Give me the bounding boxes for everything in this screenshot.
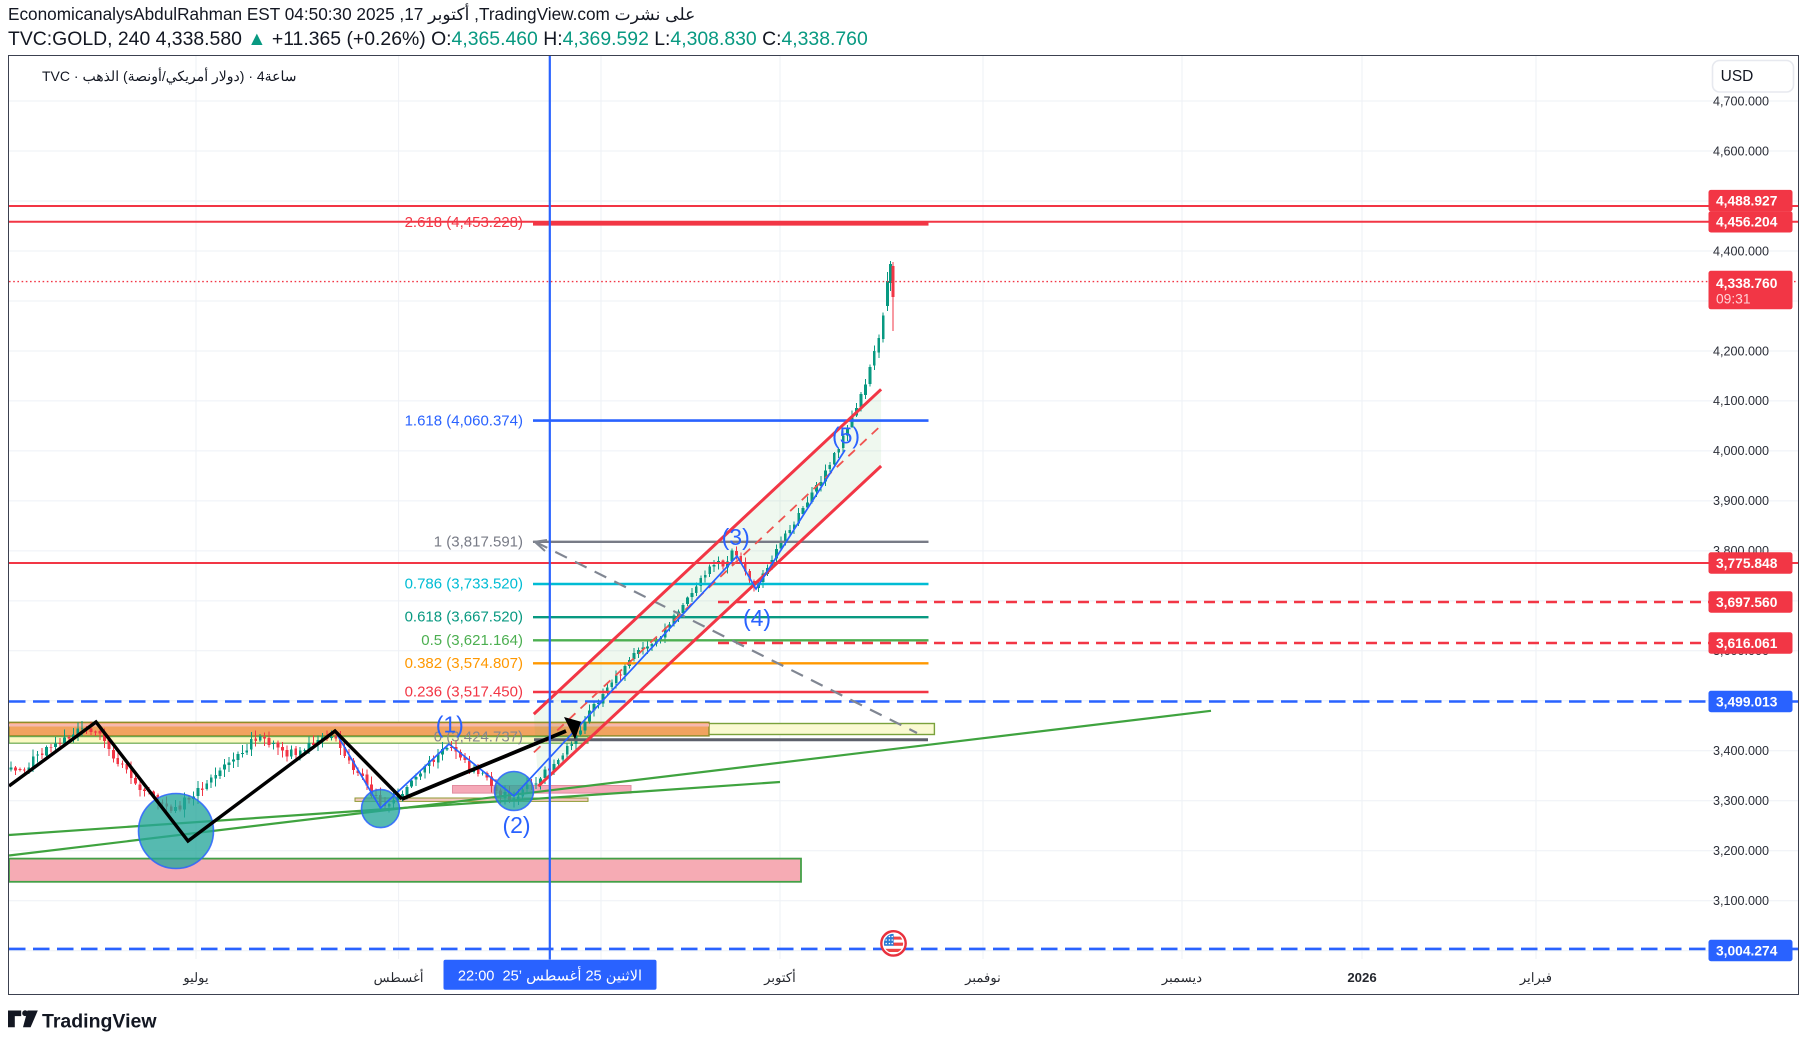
svg-text:0.5 (3,621.164): 0.5 (3,621.164) bbox=[421, 632, 523, 649]
svg-text:0 (3,424.737): 0 (3,424.737) bbox=[434, 729, 523, 746]
svg-text:1 (3,817.591): 1 (3,817.591) bbox=[434, 534, 523, 551]
svg-text:3,300.000: 3,300.000 bbox=[1713, 794, 1769, 808]
svg-text:3,775.848: 3,775.848 bbox=[1716, 556, 1778, 571]
svg-text:TradingView: TradingView bbox=[42, 1011, 157, 1033]
svg-text:الاثنين 25 أغسطس ‪25’‬‏ 22:00: الاثنين 25 أغسطس ‪25’‬‏ 22:00 bbox=[458, 966, 642, 985]
svg-text:0.618 (3,667.520): 0.618 (3,667.520) bbox=[405, 609, 523, 626]
svg-text:فبراير: فبراير bbox=[1519, 970, 1552, 986]
svg-text:3,004.274: 3,004.274 bbox=[1716, 943, 1778, 958]
svg-text:نوفمبر: نوفمبر bbox=[964, 970, 1001, 986]
svg-text:أكتوبر: أكتوبر bbox=[763, 969, 796, 986]
svg-text:3,616.061: 3,616.061 bbox=[1716, 636, 1778, 651]
svg-text:3,499.013: 3,499.013 bbox=[1716, 694, 1778, 709]
svg-text:3,200.000: 3,200.000 bbox=[1713, 844, 1769, 858]
svg-text:1.618 (4,060.374): 1.618 (4,060.374) bbox=[405, 413, 523, 430]
svg-text:أغسطس: أغسطس bbox=[374, 969, 424, 986]
svg-text:2026: 2026 bbox=[1347, 970, 1376, 985]
svg-text:4,100.000: 4,100.000 bbox=[1713, 394, 1769, 408]
svg-text:(1): (1) bbox=[436, 712, 464, 738]
svg-text:4,700.000: 4,700.000 bbox=[1713, 94, 1769, 108]
svg-text:2.618 (4,453.228): 2.618 (4,453.228) bbox=[405, 214, 523, 231]
svg-text:4,000.000: 4,000.000 bbox=[1713, 444, 1769, 458]
svg-text:4,338.760: 4,338.760 bbox=[1716, 276, 1778, 291]
svg-text:4,200.000: 4,200.000 bbox=[1713, 344, 1769, 358]
svg-text:(5): (5) bbox=[832, 423, 860, 449]
svg-text:3,697.560: 3,697.560 bbox=[1716, 595, 1778, 610]
svg-text:3,400.000: 3,400.000 bbox=[1713, 744, 1769, 758]
svg-text:4,456.204: 4,456.204 bbox=[1716, 215, 1778, 230]
svg-text:يوليو: يوليو bbox=[182, 970, 209, 986]
svg-text:0.382 (3,574.807): 0.382 (3,574.807) bbox=[405, 655, 523, 672]
svg-text:0.786 (3,733.520): 0.786 (3,733.520) bbox=[405, 576, 523, 593]
svg-text:4,600.000: 4,600.000 bbox=[1713, 144, 1769, 158]
svg-text:09:31: 09:31 bbox=[1716, 292, 1751, 307]
svg-text:(2): (2) bbox=[502, 812, 530, 838]
svg-text:4,400.000: 4,400.000 bbox=[1713, 244, 1769, 258]
svg-text:ديسمبر: ديسمبر bbox=[1161, 970, 1202, 986]
svg-text:(4): (4) bbox=[743, 605, 771, 631]
svg-text:USD: USD bbox=[1721, 68, 1754, 85]
svg-text:4,488.927: 4,488.927 bbox=[1716, 193, 1778, 208]
svg-text:3,900.000: 3,900.000 bbox=[1713, 494, 1769, 508]
svg-text:(3): (3) bbox=[722, 524, 750, 550]
svg-text:3,100.000: 3,100.000 bbox=[1713, 894, 1769, 908]
svg-text:0.236 (3,517.450): 0.236 (3,517.450) bbox=[405, 684, 523, 701]
